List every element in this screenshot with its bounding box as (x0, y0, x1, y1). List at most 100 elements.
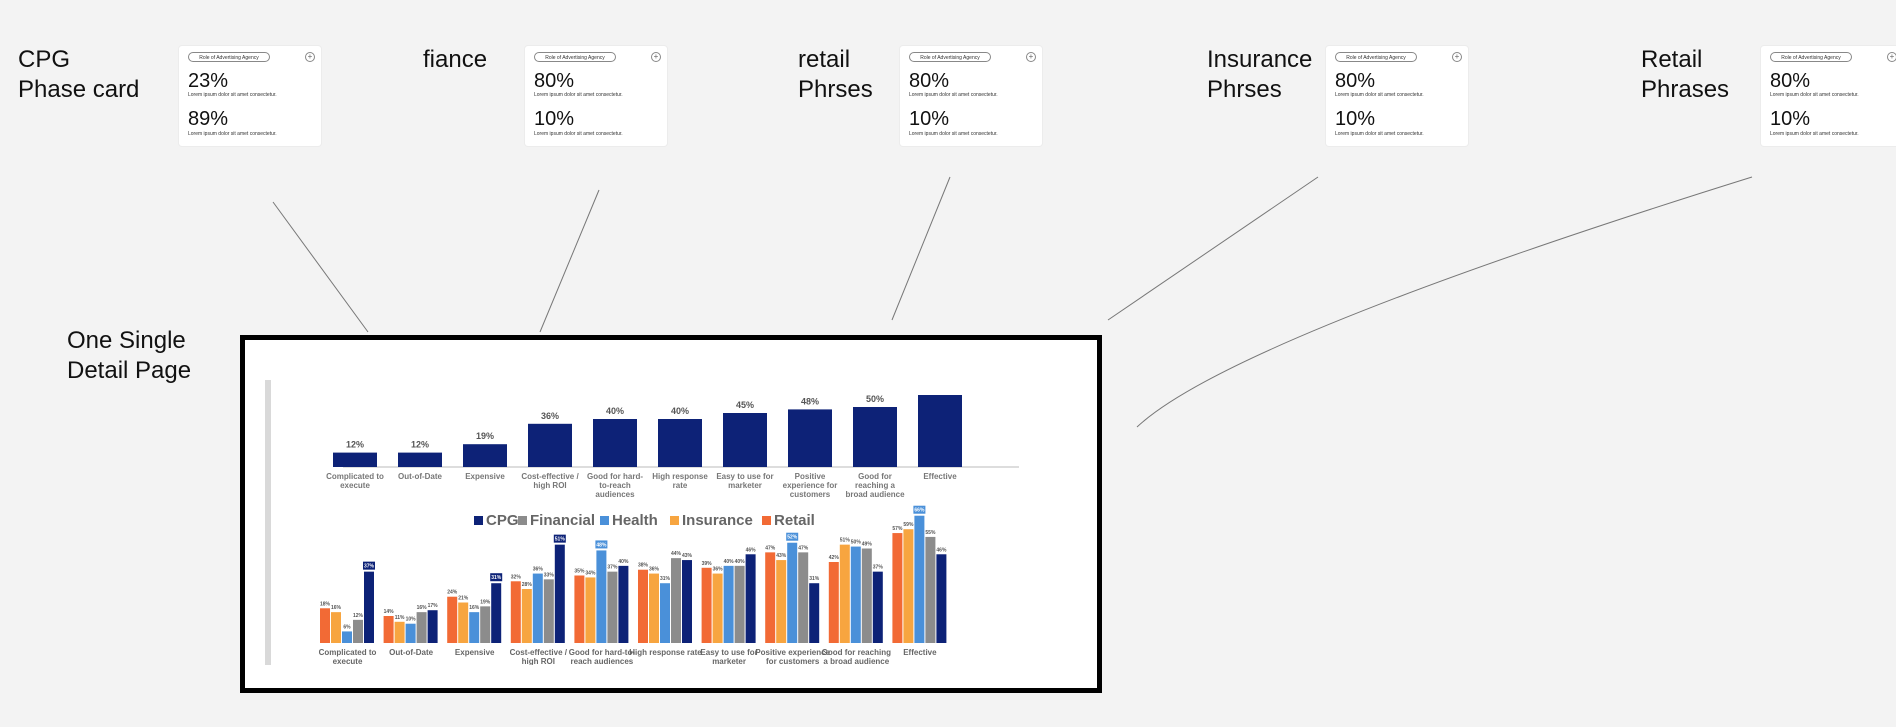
add-icon[interactable]: + (651, 52, 661, 62)
grouped-category-label: High response rate (629, 648, 702, 657)
top-chart-value-label: 40% (606, 406, 624, 416)
grouped-value-label: 14% (384, 609, 395, 615)
phrase-card-retail[interactable]: Role of Advertising Agency + 80% Lorem i… (900, 46, 1042, 146)
grouped-bar (405, 623, 416, 643)
add-icon[interactable]: + (1887, 52, 1896, 62)
grouped-bar (574, 575, 585, 643)
grouped-value-label: 16% (417, 605, 428, 611)
grouped-bar (649, 573, 659, 643)
top-chart-bar (528, 423, 572, 467)
legend-swatch (518, 516, 527, 525)
label-cpg-phase-card: CPG Phase card (18, 46, 140, 103)
phrase-card-finance[interactable]: Role of Advertising Agency + 80% Lorem i… (525, 46, 667, 146)
grouped-value-label: 55% (925, 530, 936, 536)
grouped-bar (892, 533, 903, 643)
card-stat-1-desc: Lorem ipsum dolor sit amet consectetur. (909, 92, 998, 98)
grouped-bar (364, 571, 374, 643)
add-icon[interactable]: + (305, 52, 315, 62)
grouped-value-label: 31% (809, 576, 820, 582)
grouped-category-label: Cost-effective / (510, 648, 568, 657)
card-stat-2: 10% (1335, 108, 1376, 130)
grouped-bar (903, 529, 914, 643)
top-chart-category-label: execute (340, 481, 370, 490)
grouped-value-label: 66% (914, 508, 925, 514)
top-chart-category-label: broad audience (845, 490, 905, 499)
grouped-bar (798, 552, 809, 643)
grouped-bar (734, 565, 745, 643)
add-icon[interactable]: + (1026, 52, 1036, 62)
top-chart-bar (463, 444, 507, 467)
grouped-value-label: 35% (574, 569, 585, 575)
grouped-value-highlight (913, 505, 926, 514)
grouped-value-label: 36% (533, 567, 544, 573)
card-stat-2-desc: Lorem ipsum dolor sit amet consectetur. (534, 131, 623, 137)
card-stat-2-desc: Lorem ipsum dolor sit amet consectetur. (188, 131, 277, 137)
add-icon[interactable]: + (1452, 52, 1462, 62)
top-chart-bar (853, 407, 897, 467)
grouped-value-label: 24% (447, 590, 458, 596)
grouped-bar (320, 608, 330, 643)
top-chart-category-label: High response (652, 472, 708, 481)
grouped-bar (671, 558, 681, 643)
grouped-value-label: 33% (544, 572, 555, 578)
phrase-card-retail-2[interactable]: Role of Advertising Agency + 80% Lorem i… (1761, 46, 1896, 146)
label-insurance-phrases: Insurance Phrses (1207, 46, 1313, 103)
grouped-value-label: 11% (395, 615, 405, 621)
grouped-bar (427, 610, 438, 643)
card-stat-1: 80% (534, 70, 575, 92)
grouped-category-label: Easy to use for (700, 648, 757, 657)
legend-label: Retail (774, 512, 815, 529)
grouped-value-label: 28% (522, 582, 533, 588)
card-stat-2: 10% (534, 108, 575, 130)
top-chart-category-label: marketer (728, 481, 762, 490)
grouped-bar (510, 581, 521, 643)
grouped-bar (925, 536, 936, 643)
grouped-bar (458, 602, 469, 643)
label-retail-phrases: retail Phrses (798, 46, 873, 103)
grouped-category-label: Expensive (455, 648, 495, 657)
top-chart-category-label: Out-of-Date (398, 472, 443, 481)
grouped-value-label: 12% (353, 613, 364, 619)
phrase-card-cpg[interactable]: Role of Advertising Agency + 23% Lorem i… (179, 46, 321, 146)
grouped-category-label: high ROI (522, 657, 555, 665)
grouped-value-label: 32% (511, 574, 522, 580)
grouped-bar (776, 560, 787, 643)
grouped-bar (828, 562, 839, 643)
grouped-bar (394, 621, 405, 643)
grouped-bar (723, 565, 734, 643)
grouped-value-label: 39% (702, 561, 713, 567)
grouped-bar (532, 573, 543, 643)
grouped-value-label: 10% (406, 617, 417, 623)
grouped-value-label: 46% (936, 547, 947, 553)
grouped-bar (521, 589, 532, 643)
legend-label: Financial (530, 512, 595, 529)
grouped-bar (543, 579, 554, 643)
detail-page-frame[interactable]: 12% Complicated to execute 12% Out-of-Date 19… (240, 335, 1102, 693)
top-chart-value-label: 40% (671, 406, 689, 416)
card-stat-1: 23% (188, 70, 229, 92)
phrase-card-insurance[interactable]: Role of Advertising Agency + 80% Lorem i… (1326, 46, 1468, 146)
top-chart-category-label: audiences (595, 490, 635, 499)
grouped-bar (787, 542, 798, 643)
grouped-category-label: Complicated to (319, 648, 377, 657)
card-stat-2-desc: Lorem ipsum dolor sit amet consectetur. (1770, 131, 1859, 137)
top-chart-category-label: Good for (858, 472, 892, 481)
legend-swatch (600, 516, 609, 525)
grouped-bar (872, 571, 883, 643)
grouped-bar (839, 544, 850, 643)
grouped-bar (682, 560, 692, 643)
card-stat-1-desc: Lorem ipsum dolor sit amet consectetur. (188, 92, 277, 98)
grouped-bar (554, 544, 565, 643)
top-chart-bar (788, 409, 832, 467)
grouped-value-label: 31% (660, 576, 671, 582)
grouped-bar (809, 583, 820, 643)
grouped-bar (383, 616, 394, 643)
grouped-bar (861, 548, 872, 643)
top-chart-category-label: experience for (783, 481, 838, 490)
grouped-bar (850, 546, 861, 643)
top-chart-value-label: 12% (346, 440, 364, 450)
grouped-value-label: 42% (829, 555, 840, 561)
top-chart-bar (333, 452, 377, 467)
top-chart-bar (723, 413, 767, 467)
